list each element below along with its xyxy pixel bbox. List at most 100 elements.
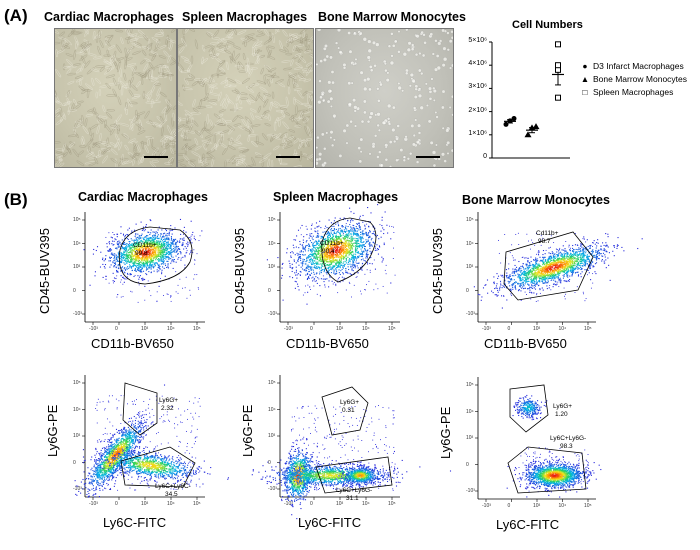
gate-value-ly6c: 98.3 [560,443,573,450]
y-tick-label: 2×10⁶ [468,106,487,114]
y-tick-label: 10⁴ [268,406,276,413]
legend-item-d3-infarct: ● D3 Infarct Macrophages [582,61,684,71]
y-axis-label-ly6g: Ly6G-PE [240,404,255,457]
y-tick-label: -10³ [466,311,475,317]
data-point [503,121,509,127]
flow-plot-cd45-cd11b [266,204,400,325]
y-tick-label: 1×10⁶ [468,129,487,137]
y-tick-label: 10⁵ [73,380,81,386]
legend-item-bone-marrow: ▲ Bone Marrow Monocytes [580,74,688,84]
cell-texture [316,29,453,167]
y-tick-label: 10⁴ [73,406,81,413]
y-axis-label-cd45: CD45-BUV395 [232,228,247,314]
x-tick-label: 10⁵ [193,501,201,507]
x-tick-label: 10⁴ [362,326,370,332]
y-axis-label-ly6g: Ly6G-PE [45,404,60,457]
y-tick-label: 10⁵ [268,380,276,386]
micrograph-cardiac [54,28,177,168]
flow-plot-cd45-cd11b [473,212,643,325]
gate-value-cd11b: 98.7 [538,238,551,245]
micrograph-title-spleen: Spleen Macrophages [182,10,308,24]
x-tick-label: 10⁴ [558,503,567,509]
x-tick-label: -10³ [89,501,98,507]
scale-bar [144,156,168,158]
x-tick-label: 10³ [336,501,344,507]
y-tick-label: -10³ [73,486,82,492]
x-tick-label: 0 [507,326,511,332]
data-point [507,118,513,124]
y-tick-label: 0 [466,287,469,294]
x-axis-label-cd11b: CD11b-BV650 [91,336,174,351]
x-tick-label: -10³ [482,503,491,509]
gate-label-cd11b: CD11b+ [133,242,157,249]
y-tick-label: 10³ [268,264,276,270]
flow-title-cardiac: Cardiac Macrophages [78,190,208,204]
gate-label-ly6c: Ly6C+Ly6C- [155,483,191,490]
cell-texture [178,29,313,167]
x-axis-label-ly6c: Ly6C-FITC [496,517,560,532]
y-tick-label: 3×10⁶ [468,83,487,91]
x-tick-label: 10⁵ [193,326,201,332]
x-axis-label-ly6c: Ly6C-FITC [103,515,167,530]
y-tick-label: 10³ [466,264,474,270]
y-tick-label: 0 [73,287,76,294]
gate-value-ly6c: 31.1 [346,495,359,502]
x-tick-label: -10³ [89,326,98,332]
gate-value-ly6g: 1.20 [555,411,568,418]
y-tick-label: 10³ [466,435,474,441]
gate-label-cd11b: CD11b+ [320,240,344,247]
y-tick-label: 10⁵ [466,217,474,223]
y-tick-label: 0 [483,153,487,160]
legend-item-spleen: □ Spleen Macrophages [582,87,674,97]
y-tick-label: 10⁴ [466,240,474,247]
flow-plot-ly6g-ly6c [475,377,602,502]
y-tick-label: 10⁴ [466,408,474,415]
y-tick-label: 0 [268,287,271,294]
gate-label-cd11b: Cd11b+ [536,230,559,237]
x-tick-label: 10³ [141,501,149,507]
x-tick-label: 10⁵ [584,503,592,509]
y-tick-label: 10³ [268,433,276,439]
gate-value-ly6g: 2.32 [161,405,174,412]
gate-label-ly6c: Ly6C+Ly6G- [550,435,587,442]
cell-texture [55,29,176,167]
y-tick-label: 5×10⁶ [468,37,487,44]
x-tick-label: 10³ [336,326,344,332]
y-tick-label: -10³ [73,311,82,317]
y-tick-label: 10³ [73,433,81,439]
x-tick-label: 10³ [141,326,149,332]
x-axis-label-cd11b: CD11b-BV650 [484,336,567,351]
flow-plot-cd45-cd11b [82,212,205,325]
x-tick-label: 10⁵ [388,326,396,332]
data-point [555,94,561,101]
y-axis-label-cd45: CD45-BUV395 [37,228,52,314]
x-tick-label: 0 [507,503,511,509]
micrograph-spleen [177,28,314,168]
x-tick-label: 10⁴ [362,501,370,507]
y-tick-label: 0 [73,459,76,466]
x-tick-label: 0 [115,326,118,332]
data-point [532,123,540,130]
gate-value-cd11b: 99.8 [135,250,148,257]
flow-title-bone-marrow: Bone Marrow Monocytes [462,193,610,207]
y-tick-label: 10³ [73,264,81,270]
micrograph-title-bone-marrow: Bone Marrow Monocytes [318,10,466,24]
y-tick-label: 10⁴ [268,240,276,247]
y-tick-label: 0 [268,459,271,466]
x-tick-label: -10³ [482,326,491,332]
x-tick-label: 0 [310,501,313,507]
x-tick-label: 10⁵ [388,501,396,507]
scale-bar [276,156,300,158]
x-tick-label: 0 [115,501,118,507]
scale-bar [416,156,440,158]
x-axis-label-cd11b: CD11b-BV650 [286,336,369,351]
y-tick-label: 4×10⁶ [468,60,487,68]
gate-label-ly6g: Ly6G+ [340,399,360,406]
y-tick-label: -10³ [466,488,475,494]
x-tick-label: 10⁴ [167,501,175,507]
x-tick-label: -10³ [284,326,293,332]
chart-title: Cell Numbers [512,19,583,31]
x-tick-label: 0 [310,326,313,332]
y-axis-label-ly6g: Ly6G-PE [438,406,453,459]
flow-plot-ly6g-ly6c [74,375,229,500]
